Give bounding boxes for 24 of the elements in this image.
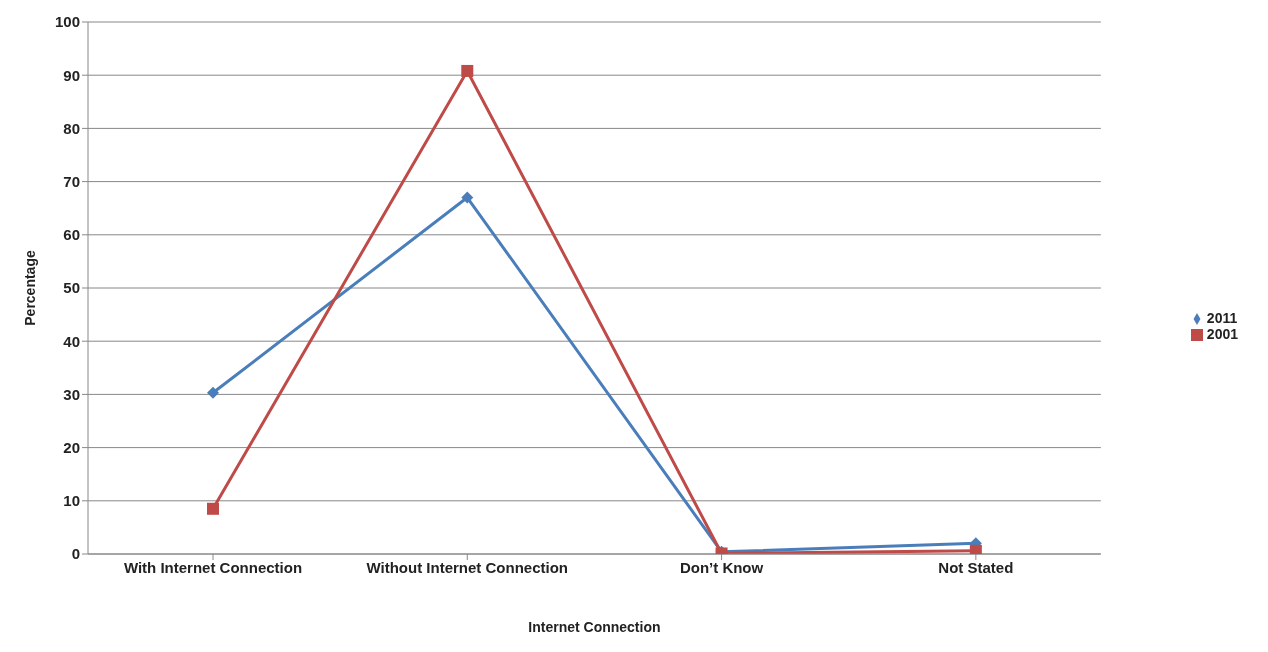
x-tick-label: Without Internet Connection bbox=[366, 558, 569, 576]
y-tick-label: 80 bbox=[63, 119, 80, 137]
x-tick-label: Not Stated bbox=[938, 558, 1014, 576]
point bbox=[207, 386, 219, 399]
legend-label: 2001 bbox=[1206, 326, 1238, 342]
y-tick-label: 10 bbox=[63, 492, 80, 510]
y-tick-label: 60 bbox=[63, 226, 80, 244]
legend-label: 2011 bbox=[1206, 310, 1238, 326]
y-axis-title: Percentage bbox=[21, 250, 38, 326]
y-tick-label: 70 bbox=[63, 172, 80, 190]
x-tick-label: With Internet Connection bbox=[123, 558, 303, 576]
point bbox=[461, 191, 474, 204]
y-tick-label: 100 bbox=[54, 13, 80, 31]
y-tick-label: 30 bbox=[63, 385, 80, 403]
x-tick-label: Don’t Know bbox=[679, 558, 764, 576]
y-tick-label: 0 bbox=[71, 545, 80, 563]
point bbox=[207, 502, 219, 515]
point bbox=[461, 64, 474, 77]
y-tick-label: 50 bbox=[63, 279, 80, 297]
y-tick-label: 90 bbox=[63, 66, 80, 84]
point bbox=[969, 544, 982, 554]
y-tick-label: 40 bbox=[63, 332, 80, 350]
y-tick-label: 20 bbox=[63, 438, 80, 456]
x-axis-title: Internet Connection bbox=[528, 619, 661, 635]
